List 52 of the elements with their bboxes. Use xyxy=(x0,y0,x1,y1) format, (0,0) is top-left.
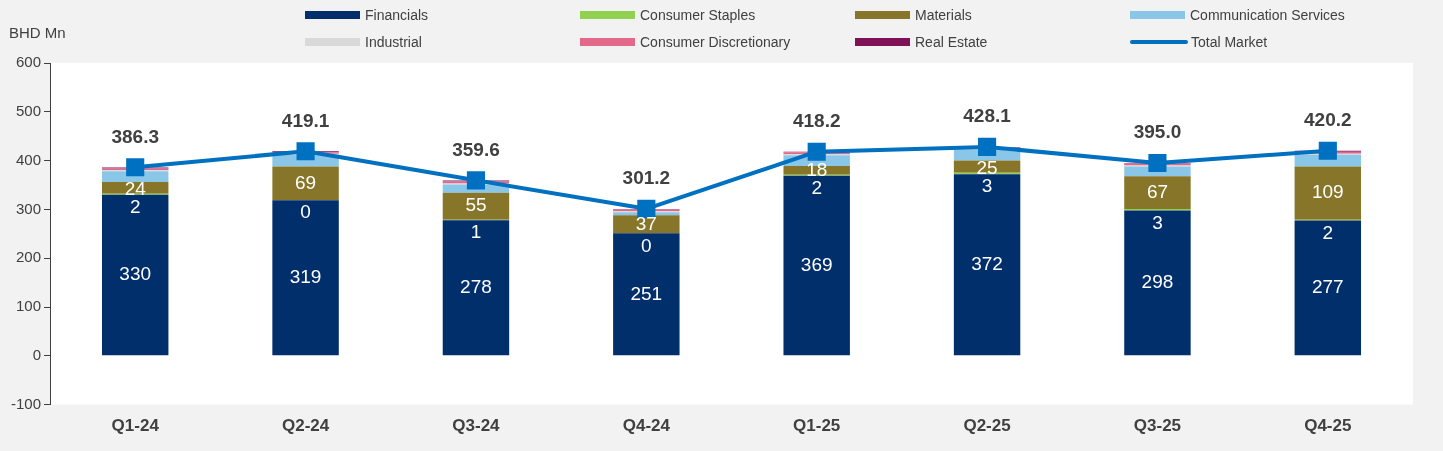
y-tick-label: 200 xyxy=(15,248,42,266)
data-label: 278 xyxy=(460,275,492,297)
y-axis-title: BHD Mn xyxy=(9,24,66,41)
data-label: 372 xyxy=(971,253,1003,275)
y-tick-label: 100 xyxy=(15,297,42,315)
legend-label: Consumer Staples xyxy=(640,7,756,23)
data-label: 419.1 xyxy=(281,109,330,131)
data-label: 3 xyxy=(1152,211,1163,233)
data-label: 277 xyxy=(1311,276,1344,298)
legend-label: Financials xyxy=(365,7,429,23)
data-label: 55 xyxy=(465,194,487,216)
y-tick-label: 400 xyxy=(15,150,42,168)
y-tick-label: 300 xyxy=(15,199,42,217)
data-label: 109 xyxy=(1311,181,1344,203)
data-label: 298 xyxy=(1141,271,1174,293)
data-label: 369 xyxy=(800,253,833,275)
legend-label: Industrial xyxy=(365,34,422,50)
data-label: 0 xyxy=(641,234,652,256)
data-label: 395.0 xyxy=(1133,121,1182,143)
x-tick-label: Q2-25 xyxy=(963,416,1011,436)
x-tick-label: Q4-25 xyxy=(1304,416,1352,436)
data-label: 418.2 xyxy=(792,109,841,131)
x-tick-label: Q1-25 xyxy=(793,416,841,436)
legend-label: Communication Services xyxy=(1190,7,1345,23)
y-tick-label: 600 xyxy=(15,53,42,71)
legend-label: Total Market xyxy=(1191,34,1268,50)
data-label: 420.2 xyxy=(1304,108,1352,130)
data-label: 359.6 xyxy=(452,138,500,160)
data-label: 251 xyxy=(630,282,663,304)
data-label: 1 xyxy=(470,221,482,243)
data-label: 386.3 xyxy=(111,125,159,147)
data-label: 37 xyxy=(635,212,657,234)
data-label: 0 xyxy=(300,201,311,223)
x-tick-label: Q3-25 xyxy=(1133,416,1182,436)
data-label: 2 xyxy=(811,176,822,198)
y-tick-label: 0 xyxy=(32,345,42,363)
x-tick-label: Q2-24 xyxy=(281,416,330,436)
x-tick-label: Q1-24 xyxy=(111,416,160,436)
x-tick-label: Q4-24 xyxy=(622,416,671,436)
y-tick-label: -100 xyxy=(10,394,42,412)
data-label: 319 xyxy=(289,265,322,287)
data-label: 428.1 xyxy=(963,105,1012,127)
data-label: 67 xyxy=(1146,180,1169,202)
legend-label: Real Estate xyxy=(915,34,988,50)
y-tick-label: 500 xyxy=(15,101,42,119)
data-label: 2 xyxy=(1322,221,1334,243)
data-label: 69 xyxy=(295,171,317,193)
legend-label: Consumer Discretionary xyxy=(640,34,791,50)
legend-label: Materials xyxy=(915,7,972,23)
data-label: 330 xyxy=(119,263,152,285)
data-label: 301.2 xyxy=(622,167,671,189)
x-tick-label: Q3-24 xyxy=(452,416,501,436)
